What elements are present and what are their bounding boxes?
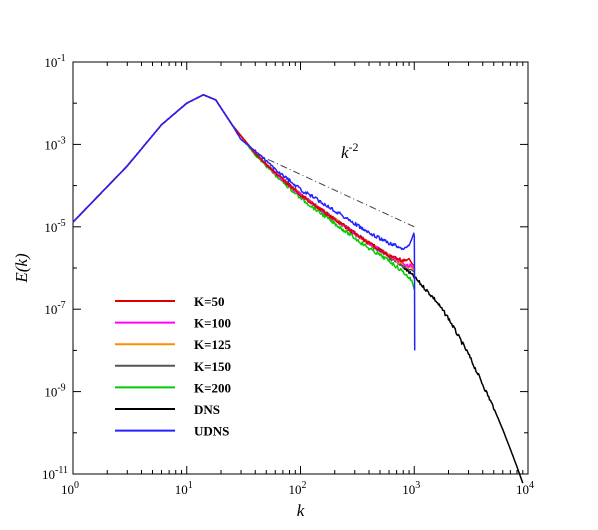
plot-frame [72,61,529,475]
y-tick-label: 10-1 [44,53,65,70]
series-line-k-200 [72,94,416,290]
legend-label: K=50 [194,294,225,309]
slope-annotation: k-2 [341,140,359,162]
x-tick-label: 102 [289,480,307,497]
y-tick-label: 10-3 [44,135,65,152]
legend-label: K=100 [194,316,231,331]
series-line-udns [72,94,416,351]
y-tick-label: 10-9 [44,383,65,400]
series-line-k-50 [72,94,415,267]
legend-label: K=125 [194,337,232,352]
legend-label: K=150 [194,359,231,374]
legend-label: DNS [194,402,220,417]
x-tick-label: 104 [516,480,534,497]
y-tick-label: 10-5 [44,218,65,235]
series-line-dns [72,94,524,484]
y-tick-label: 10-7 [44,300,65,317]
legend-label: UDNS [194,424,229,439]
y-tick-label: 10-11 [42,465,68,482]
x-tick-label: 100 [61,480,79,497]
y-axis-title: E(k) [12,253,31,284]
x-tick-label: 101 [175,480,193,497]
slope-reference-line [255,153,415,228]
series-line-k-100 [72,94,415,269]
x-tick-label: 103 [402,480,420,497]
legend-label: K=200 [194,380,231,395]
x-axis-title: k [297,501,305,520]
